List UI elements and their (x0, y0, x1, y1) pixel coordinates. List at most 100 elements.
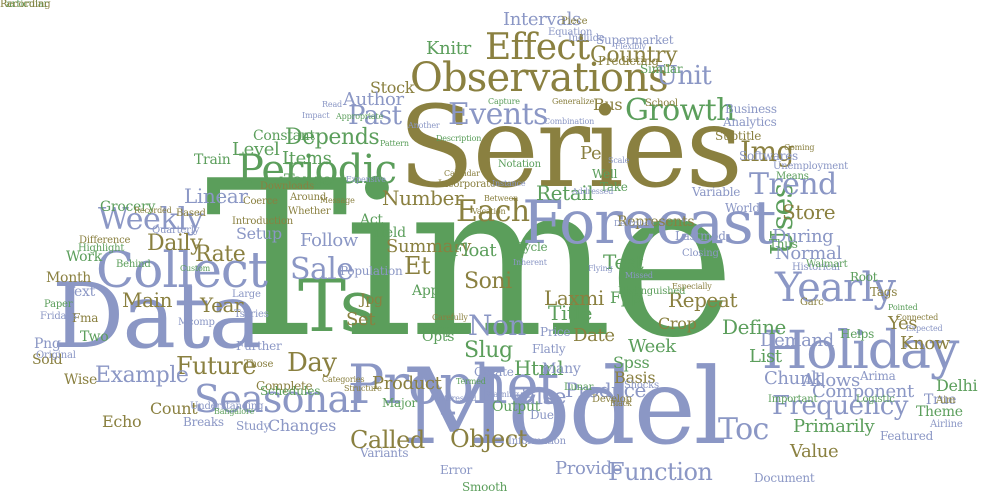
word-number: Number (382, 186, 464, 210)
word-information: Information (508, 436, 566, 447)
word-cycle: Cycle (515, 240, 548, 254)
word-tseries: Tseries (234, 309, 269, 320)
word-behind: Behind (116, 259, 151, 270)
word-based: Based (176, 208, 206, 219)
word-flying: Flying (588, 264, 613, 273)
word-act: Act (360, 212, 383, 228)
word-capture: Capture (488, 97, 520, 106)
word-termed: Termed (456, 377, 486, 386)
word-product: Product (372, 373, 442, 394)
word-repeat: Repeat (668, 288, 738, 312)
word-appropriate: Appropriate (336, 112, 384, 121)
word-well: Well (592, 167, 618, 181)
word-events: Events (448, 97, 548, 132)
word-tags: Tags (870, 285, 898, 299)
word-around: Around (290, 192, 327, 203)
word-document: Document (754, 471, 815, 485)
word-sold: Sold (32, 352, 63, 368)
word-black: Black (610, 399, 632, 408)
word-between: Between (484, 194, 519, 203)
word-holiday: Holiday (762, 321, 959, 381)
word-people: People (420, 322, 466, 338)
word-basis: Basis (614, 368, 656, 387)
word-airline: Airline (930, 419, 963, 430)
word-original: Original (36, 350, 76, 361)
word-breaks: Breaks (183, 415, 224, 429)
word-per: Per (580, 143, 610, 164)
word-analytics: Analytics (723, 115, 777, 129)
word-bus: Bus (593, 95, 623, 114)
word-set: Set (346, 309, 376, 330)
word-frequency: Frequency (772, 391, 908, 421)
word-piece: Piece (561, 16, 588, 27)
word-ts: Ts (298, 264, 376, 348)
word-fridays: Fridays (40, 311, 77, 322)
word-lunar: Lunar (564, 382, 594, 393)
word-pointed: Pointed (888, 303, 918, 312)
word-business: Business (725, 102, 777, 116)
word-depends: Depends (285, 125, 380, 150)
word-retail: Retail (536, 181, 594, 205)
word-laxmi: Laxmi (544, 286, 604, 310)
word-vacation: Vacation (472, 207, 506, 216)
word-equation: Equation (548, 27, 593, 38)
word-understanding: Understanding (190, 401, 264, 412)
word-allows: Allows (802, 370, 860, 391)
word-toc: Toc (718, 412, 769, 447)
word-month: Month (46, 270, 92, 286)
word-helps: Helps (840, 327, 875, 341)
word-addressed: Addressed (572, 187, 614, 196)
word-output: Output (492, 399, 541, 415)
word-expected: Expected (906, 324, 943, 333)
word-yield: Yield (372, 225, 406, 241)
word-impact: Impact (302, 111, 330, 120)
word-structure: Structure (344, 384, 382, 393)
word-app: App (412, 283, 440, 299)
word-particular: Particular (0, 0, 49, 10)
word-generalize: Generalize (552, 97, 595, 106)
word-unit: Unit (656, 61, 712, 91)
word-series: Series (398, 83, 743, 213)
word-forecast: Forecast (522, 188, 777, 258)
word-et: Et (404, 252, 431, 280)
word-observations: Observations (410, 55, 669, 101)
word-main: Main (122, 288, 173, 312)
word-setup: Setup (236, 224, 282, 243)
word-theme: Theme (916, 404, 963, 420)
word-supermarket: Supermarket (596, 33, 674, 47)
word-constant: Constant (253, 128, 315, 144)
word-define: Define (722, 315, 786, 339)
word-error: Error (440, 463, 472, 477)
word-normal: Normal (775, 243, 842, 264)
word-aim: Aim (936, 395, 956, 406)
word-false: False (510, 385, 567, 410)
word-further: Further (236, 339, 282, 353)
word-title: Title (548, 301, 593, 325)
word-future: Future (176, 352, 257, 380)
word-bangalore: Bangalore (214, 407, 255, 416)
word-softwares: Softwares (739, 149, 798, 163)
word-delhi: Delhi (936, 376, 978, 395)
word-data: Data (52, 264, 262, 369)
word-author: Author (343, 89, 404, 110)
word-slug: Slug (464, 338, 513, 363)
word-categories: Categories (322, 375, 365, 384)
word-knitr: Knitr (426, 38, 471, 59)
word-work: Work (66, 249, 102, 265)
word-whether: Whether (288, 206, 331, 217)
word-description: Description (436, 134, 482, 143)
word-expensive: Expensive (346, 175, 386, 184)
word-each: Each (456, 194, 530, 229)
word-featured: Featured (880, 429, 934, 443)
word-difference: Difference (79, 235, 131, 246)
word-read: Read (322, 100, 343, 109)
word-recording: Recording (0, 0, 51, 10)
word-function: Function (608, 458, 713, 486)
word-flexibly: Flexibly (615, 42, 646, 51)
word-two: Two (80, 329, 109, 345)
word-smooth: Smooth (462, 480, 508, 494)
word-grocery: Grocery (100, 199, 156, 215)
word-crop: Crop (658, 314, 697, 333)
word-fma: Fma (72, 311, 99, 325)
word-similar: Similar (640, 62, 683, 76)
